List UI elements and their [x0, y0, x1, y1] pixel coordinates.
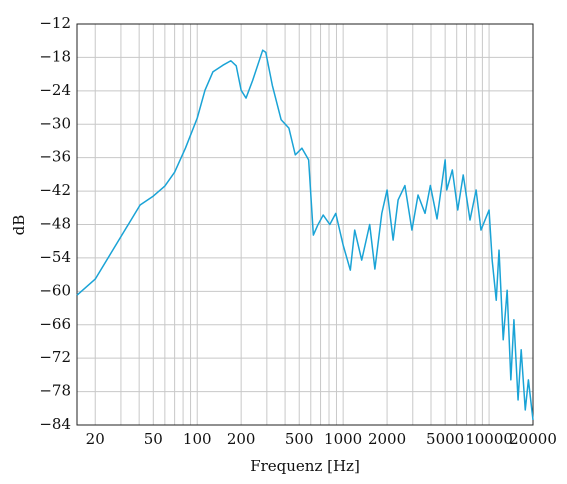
y-tick-label: −84 — [39, 415, 71, 433]
y-tick-label: −18 — [39, 47, 71, 65]
data-line — [76, 49, 534, 421]
y-tick-label: −48 — [39, 215, 71, 233]
x-tick-label: 200 — [227, 430, 256, 448]
y-tick-label: −12 — [39, 14, 71, 32]
y-tick-label: −54 — [39, 248, 71, 266]
plot-frame — [76, 23, 534, 426]
y-axis-label: dB — [10, 215, 28, 236]
x-tick-label: 2000 — [368, 430, 406, 448]
y-tick-label: −36 — [39, 148, 71, 166]
y-tick-label: −30 — [39, 114, 71, 132]
y-tick-label: −60 — [39, 281, 71, 299]
y-tick-label: −42 — [39, 181, 71, 199]
x-tick-label: 500 — [285, 430, 314, 448]
x-tick-label: 50 — [144, 430, 163, 448]
x-tick-label: 5000 — [426, 430, 464, 448]
y-tick-label: −24 — [39, 81, 71, 99]
y-tick-label: −72 — [39, 348, 71, 366]
x-tick-label: 1000 — [324, 430, 362, 448]
y-tick-label: −78 — [39, 382, 71, 400]
y-tick-label: −66 — [39, 315, 71, 333]
x-axis-label: Frequenz [Hz] — [250, 457, 360, 475]
x-tick-label: 10000 — [465, 430, 513, 448]
x-tick-label: 20 — [86, 430, 105, 448]
x-tick-label: 100 — [183, 430, 212, 448]
x-tick-label: 20000 — [509, 430, 557, 448]
